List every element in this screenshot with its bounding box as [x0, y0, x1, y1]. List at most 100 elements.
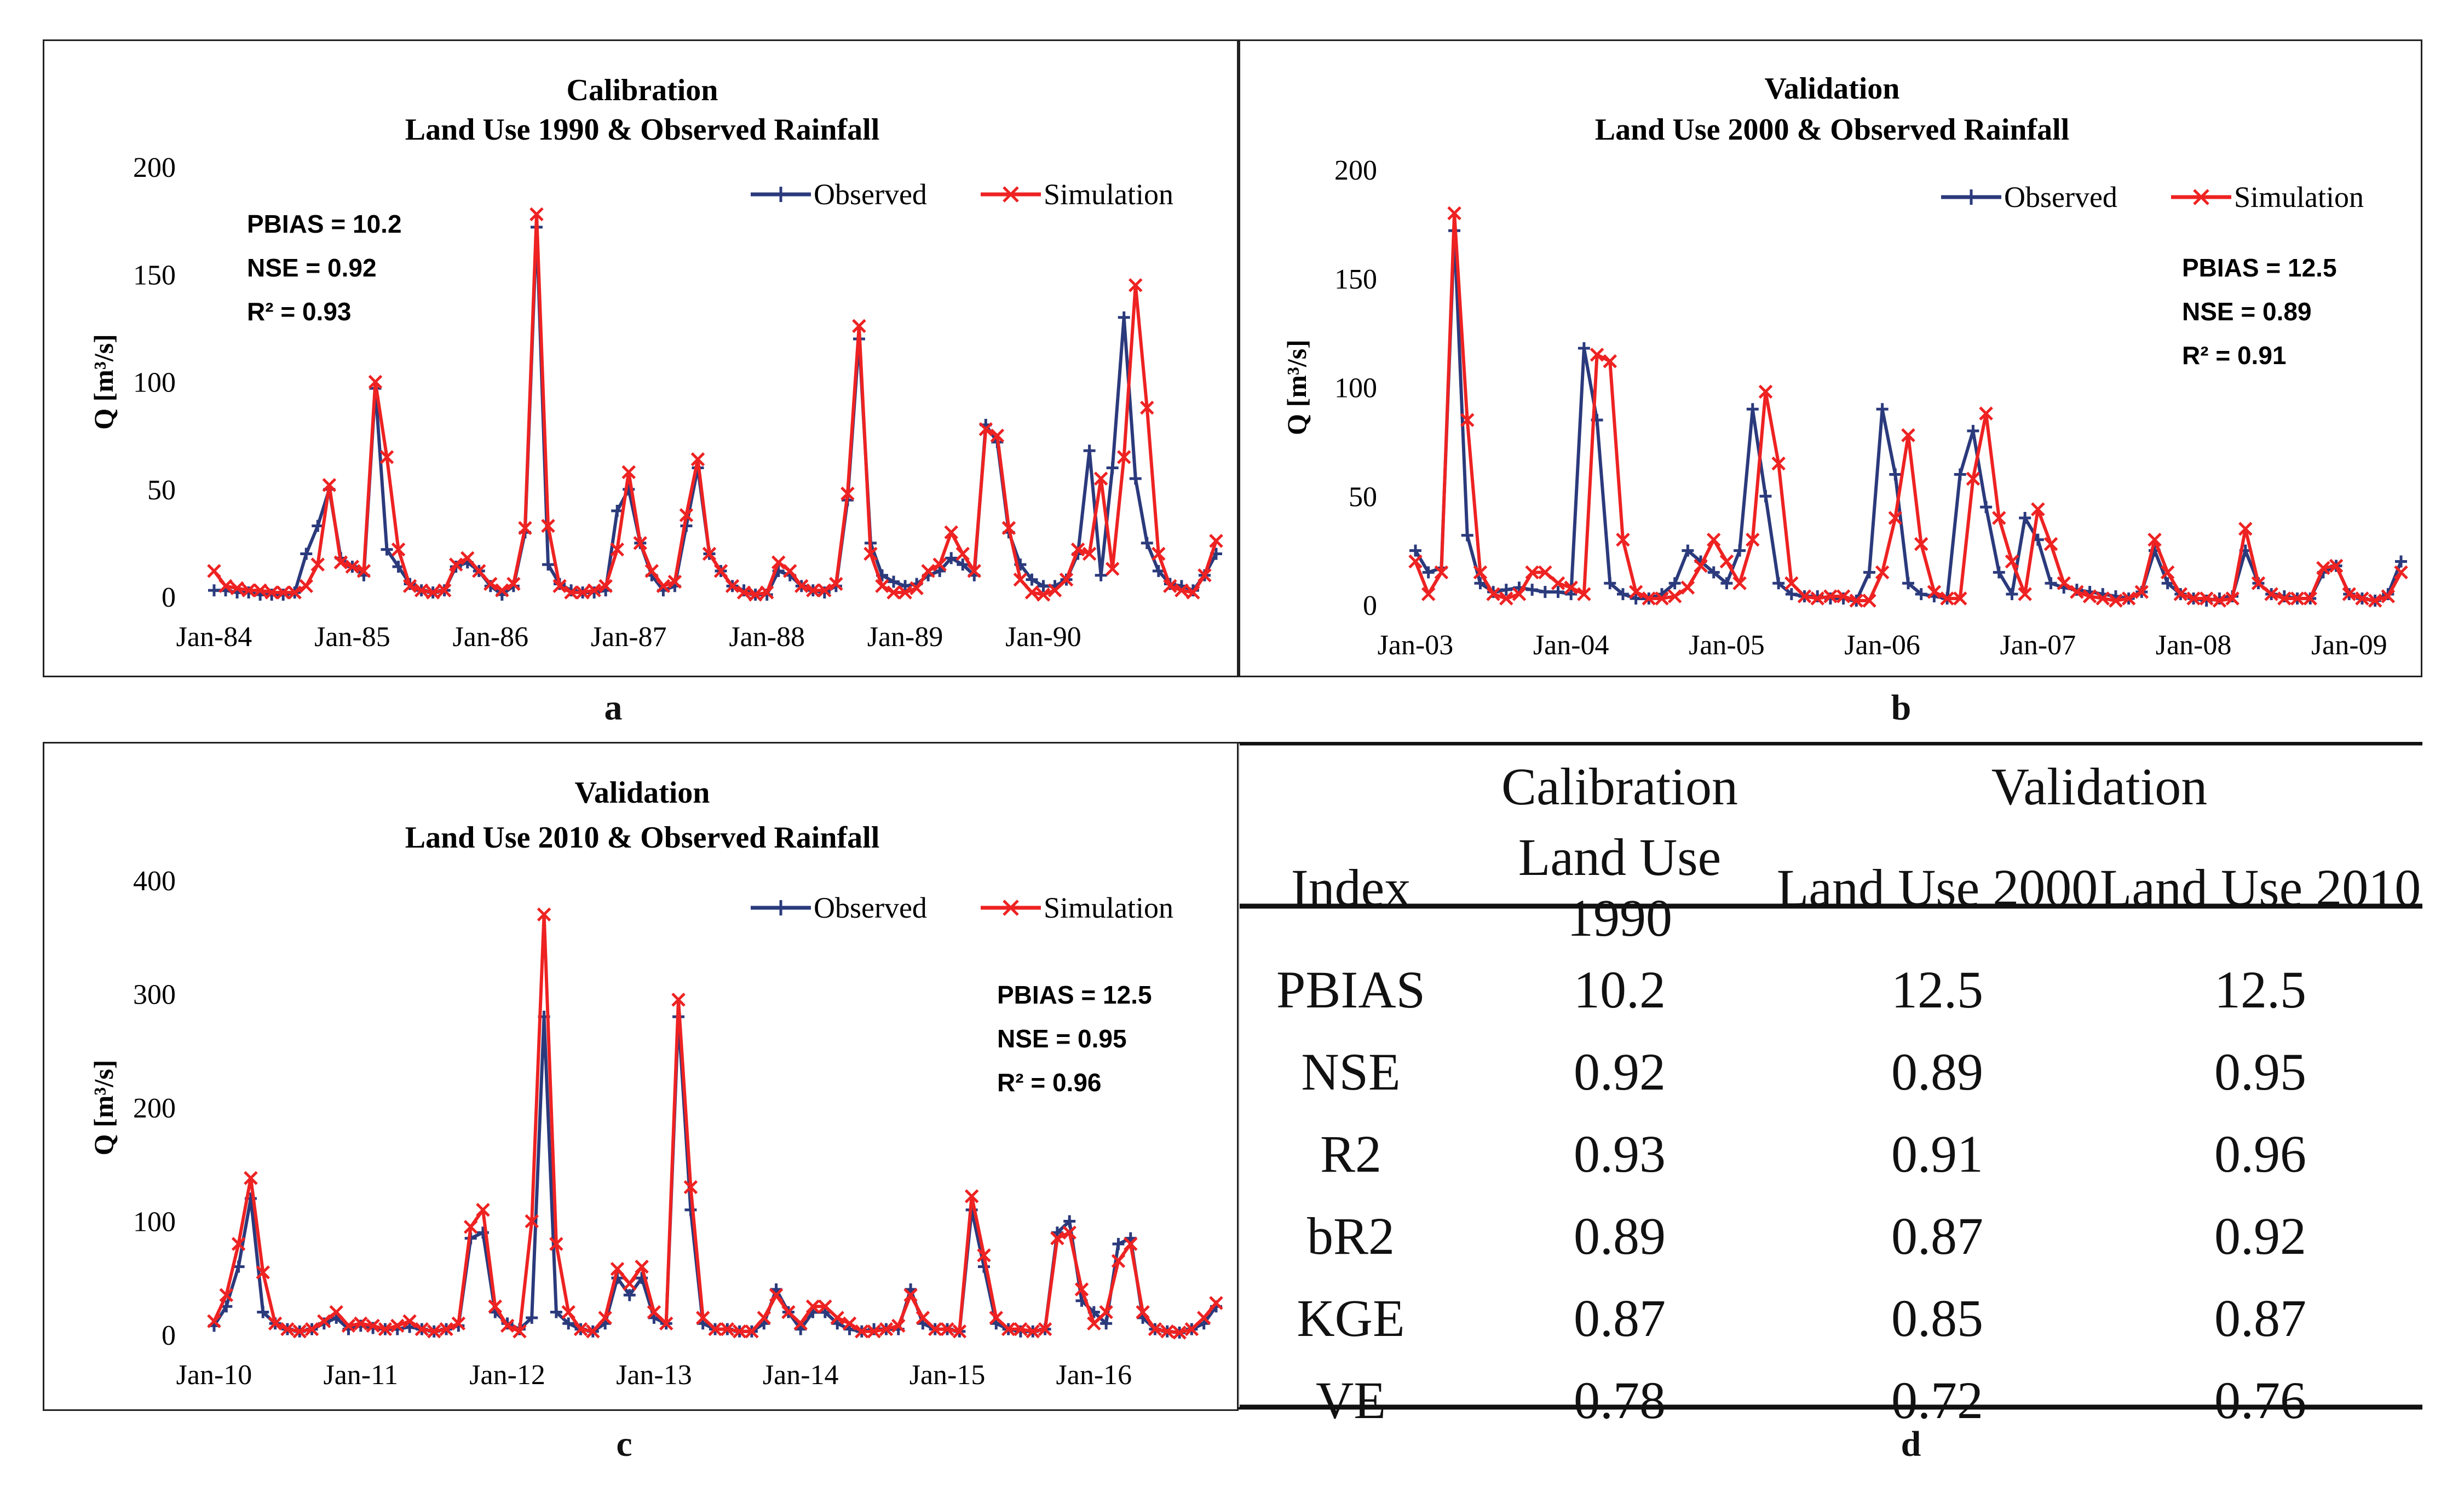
data-point-simulation [745, 1324, 759, 1339]
y-tick-label: 50 [147, 475, 176, 506]
data-point-simulation [425, 585, 440, 600]
data-point-simulation [2160, 565, 2175, 580]
series-markers-simulation [207, 907, 1223, 1340]
series-markers-simulation [207, 207, 1223, 602]
data-point-observed [526, 1311, 538, 1324]
x-tick-label: Jan-12 [469, 1359, 545, 1391]
data-point-observed [1980, 501, 1993, 514]
x-tick-label: Jan-13 [616, 1359, 692, 1391]
metrics-table: Calibration Validation Index Land Use 19… [1239, 746, 2422, 1441]
panel-label-c: c [616, 1424, 632, 1464]
x-tick-label: Jan-09 [2311, 630, 2387, 661]
data-point-simulation [1694, 558, 1708, 573]
data-point-simulation [448, 557, 463, 572]
y-tick-label: 0 [1363, 590, 1377, 621]
data-point-simulation [322, 478, 337, 492]
chart-panel-c: Validation Land Use 2010 & Observed Rainf… [43, 742, 1239, 1411]
data-point-simulation [1186, 585, 1200, 600]
table-cell: KGE [1297, 1288, 1405, 1347]
data-point-simulation [1421, 587, 1436, 601]
data-point-simulation [2277, 591, 2292, 606]
data-point-simulation [1901, 428, 1915, 442]
table-cell: R2 [1320, 1124, 1382, 1183]
table-cell: 0.93 [1574, 1124, 1666, 1183]
data-point-simulation [1888, 511, 1903, 525]
x-tick-label: Jan-87 [591, 621, 667, 653]
data-point-simulation [690, 452, 705, 466]
data-point-simulation [2355, 591, 2369, 606]
data-point-simulation [561, 1305, 575, 1320]
y-axis-label: Q [m³/s] [1281, 339, 1312, 435]
data-point-simulation [472, 564, 486, 578]
data-point-simulation [437, 583, 452, 597]
data-point-simulation [253, 583, 267, 597]
data-point-simulation [1074, 1282, 1089, 1297]
y-axis-label: Q [m³/s] [88, 334, 119, 430]
data-point-simulation [1172, 1326, 1187, 1340]
chart-title: Validation [575, 776, 710, 810]
data-point-simulation [840, 486, 855, 501]
data-point-simulation [647, 1305, 661, 1320]
data-point-simulation [304, 1322, 319, 1336]
data-point-observed [1152, 564, 1165, 577]
data-point-simulation [2018, 587, 2032, 601]
data-point-simulation [610, 542, 624, 557]
table-cell: 0.76 [2214, 1370, 2306, 1430]
data-point-simulation [1408, 554, 1423, 569]
table-cell: 12.5 [2214, 960, 2306, 1019]
data-point-simulation [1473, 565, 1488, 580]
data-point-observed [1902, 577, 1914, 590]
data-point-observed [2395, 555, 2407, 568]
legend-label-observed: Observed [814, 891, 927, 924]
data-point-simulation [2121, 591, 2136, 606]
table-cell: 12.5 [1891, 960, 1983, 1019]
stat-pbias: PBIAS = 12.5 [997, 981, 1152, 1009]
data-point-simulation [1719, 554, 1734, 569]
data-point-simulation [621, 465, 636, 480]
x-tick-label: Jan-86 [453, 621, 529, 653]
series-line-observed [212, 1015, 1218, 1334]
data-point-simulation [1136, 1305, 1150, 1320]
data-point-simulation [1434, 565, 1449, 580]
data-point-simulation [1628, 585, 1643, 599]
data-point-observed [1409, 544, 1421, 557]
data-point-simulation [575, 585, 590, 600]
legend-marker-simulation [1003, 900, 1019, 916]
data-point-simulation [635, 1259, 649, 1274]
data-point-simulation [1525, 565, 1539, 580]
data-point-simulation [720, 1322, 735, 1336]
data-point-simulation [1099, 1305, 1113, 1320]
data-point-simulation [356, 564, 371, 578]
data-point-observed [2161, 577, 2174, 590]
table-rules [1239, 742, 2422, 1410]
data-point-observed [381, 543, 393, 556]
legend-label-simulation: Simulation [2234, 181, 2364, 214]
data-point-simulation [944, 525, 958, 540]
data-point-simulation [230, 581, 244, 596]
data-point-simulation [921, 564, 935, 578]
data-point-simulation [1111, 1254, 1126, 1268]
data-point-observed [1759, 490, 1772, 503]
x-tick-label: Jan-05 [1689, 630, 1765, 661]
data-point-simulation [414, 583, 429, 597]
data-point-simulation [863, 546, 878, 561]
data-point-simulation [2368, 594, 2382, 608]
y-tick-label: 0 [162, 1320, 176, 1351]
table-cell: 0.78 [1574, 1370, 1666, 1430]
data-point-simulation [1836, 589, 1851, 603]
y-tick-label: 300 [133, 980, 176, 1011]
data-point-simulation [2303, 591, 2317, 606]
data-point-simulation [909, 581, 924, 596]
data-point-simulation [1667, 589, 1682, 603]
y-tick-label: 150 [133, 260, 176, 291]
x-tick-label: Jan-16 [1056, 1359, 1132, 1391]
data-point-simulation [1116, 450, 1131, 464]
data-point-simulation [732, 1324, 747, 1339]
data-point-observed [1112, 1238, 1125, 1250]
table-cell: NSE [1301, 1042, 1401, 1101]
data-point-observed [1993, 566, 2005, 579]
data-point-simulation [1551, 576, 1565, 591]
table-cell: 0.89 [1891, 1042, 1983, 1101]
data-point-simulation [708, 1322, 722, 1336]
data-point-simulation [2212, 594, 2227, 608]
